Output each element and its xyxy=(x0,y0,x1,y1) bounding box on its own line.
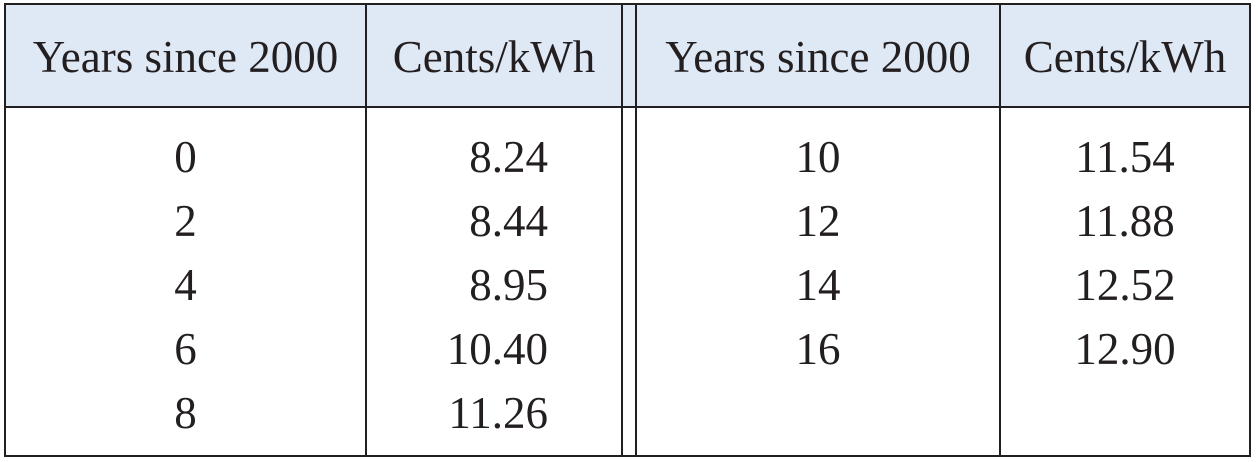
table-cell-cents: 11.26 xyxy=(448,388,548,438)
header-years-right: Years since 2000 xyxy=(665,32,971,82)
table-cell-year: 6 xyxy=(174,324,197,374)
table-cell-cents: 12.90 xyxy=(1074,324,1176,374)
table-cell-year: 0 xyxy=(174,132,197,182)
table-cell-cents: 8.44 xyxy=(469,196,548,246)
data-table: Years since 2000 Cents/kWh Years since 2… xyxy=(4,3,1251,457)
table-cell-cents: 10.40 xyxy=(446,324,548,374)
cents-column-right: 11.54 11.88 12.52 12.90 xyxy=(1001,125,1249,381)
header-years-left: Years since 2000 xyxy=(32,32,339,82)
cents-column-left: 8.24 8.44 8.95 10.40 11.26 xyxy=(367,125,548,445)
table-cell-year: 16 xyxy=(795,324,841,374)
column-divider xyxy=(365,5,367,455)
table-cell-year: 8 xyxy=(174,388,197,438)
header-cents-left: Cents/kWh xyxy=(392,32,596,82)
table-header xyxy=(6,5,1249,108)
double-divider-left xyxy=(621,5,623,455)
table-cell-cents: 11.54 xyxy=(1075,132,1175,182)
table-cell-year: 10 xyxy=(795,132,841,182)
table-cell-cents: 8.95 xyxy=(469,260,548,310)
table-cell-year: 14 xyxy=(795,260,841,310)
table-cell-cents: 8.24 xyxy=(469,132,548,182)
header-cents-right: Cents/kWh xyxy=(1023,32,1227,82)
table-cell-cents: 11.88 xyxy=(1075,196,1175,246)
years-column-left: 0 2 4 6 8 xyxy=(6,125,365,445)
column-divider xyxy=(999,5,1001,455)
table-cell-year: 2 xyxy=(174,196,197,246)
table-cell-cents: 12.52 xyxy=(1074,260,1176,310)
years-column-right: 10 12 14 16 xyxy=(637,125,999,381)
double-divider-right xyxy=(635,5,637,455)
table-cell-year: 4 xyxy=(174,260,197,310)
table-cell-year: 12 xyxy=(795,196,841,246)
